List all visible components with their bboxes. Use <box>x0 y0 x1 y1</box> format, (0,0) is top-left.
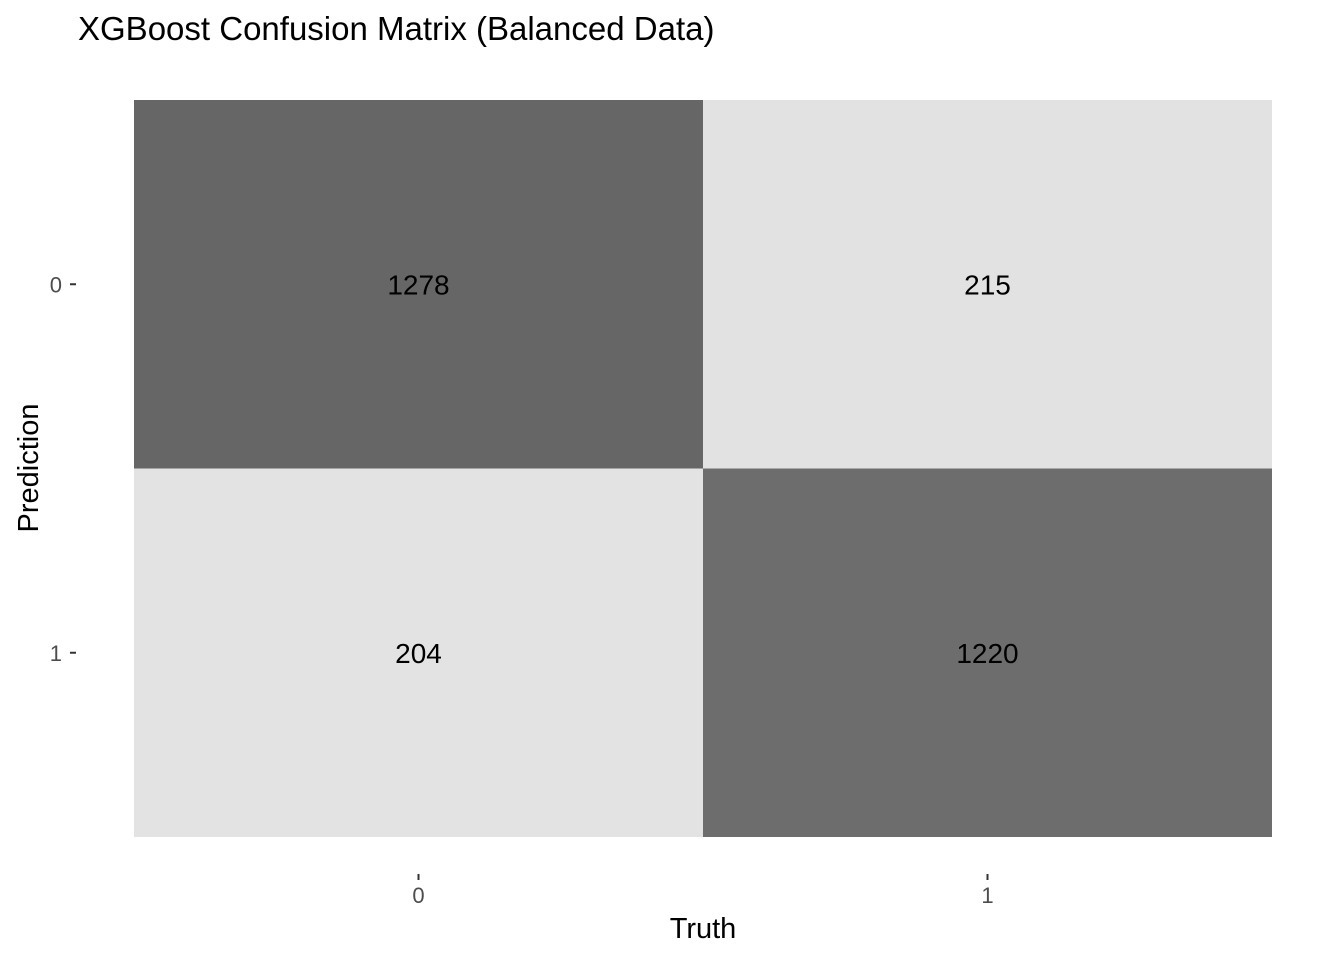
y-tick-label: 1 <box>50 641 62 666</box>
y-axis-title: Prediction <box>13 404 45 533</box>
cell-value-label: 1278 <box>387 269 449 300</box>
heatmap-cell-pred1-truth0 <box>134 468 703 837</box>
heatmap-cell-pred0-truth0 <box>134 100 703 469</box>
x-tick-label: 0 <box>412 883 424 908</box>
chart-title: XGBoost Confusion Matrix (Balanced Data) <box>78 10 714 47</box>
heatmap-cell-pred1-truth1 <box>703 468 1272 837</box>
heatmap-cell-pred0-truth1 <box>703 100 1272 469</box>
cell-value-labels: 1278 215 204 1220 <box>387 269 1018 669</box>
cell-value-label: 204 <box>395 638 442 669</box>
x-tick-label: 1 <box>981 883 993 908</box>
axes: 0 1 0 1 <box>50 272 994 908</box>
cell-value-label: 1220 <box>956 638 1018 669</box>
x-axis-title: Truth <box>670 913 737 945</box>
y-tick-label: 0 <box>50 272 62 297</box>
heatmap-cells <box>134 100 1272 837</box>
cell-value-label: 215 <box>964 269 1011 300</box>
